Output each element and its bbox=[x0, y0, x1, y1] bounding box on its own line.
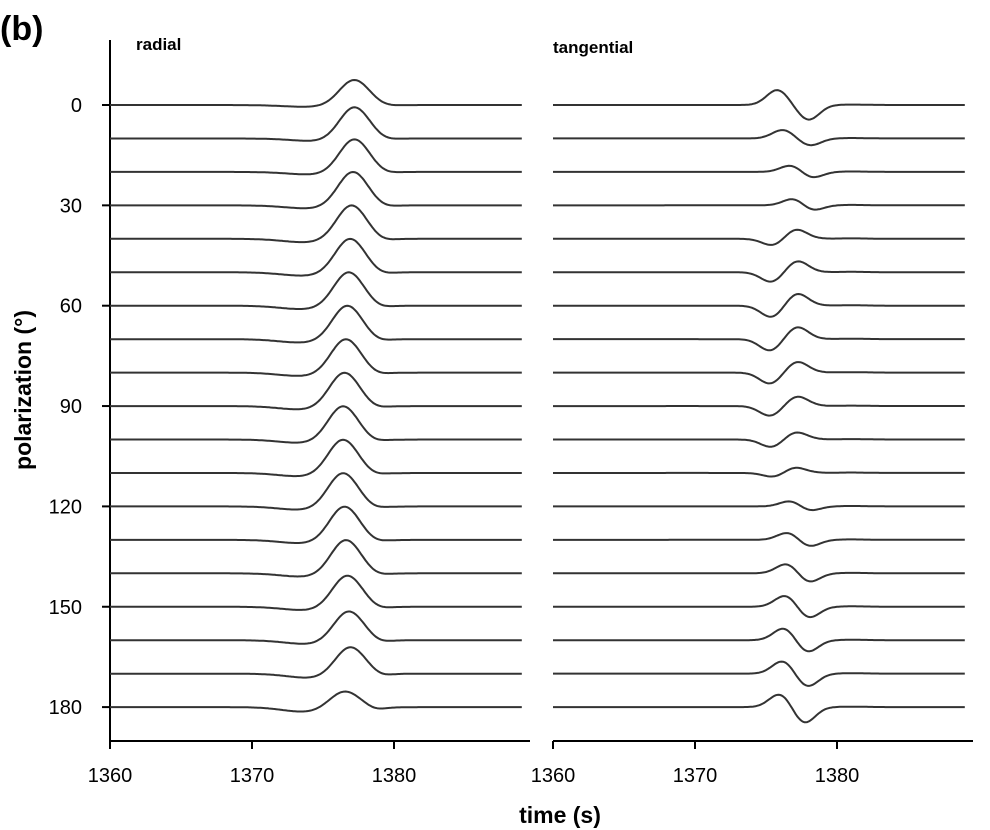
y-tick-label: 90 bbox=[60, 396, 82, 418]
trace-line bbox=[110, 405, 522, 444]
x-axis-title: time (s) bbox=[519, 802, 601, 828]
trace-line bbox=[110, 646, 522, 679]
trace-line bbox=[553, 532, 965, 547]
panel-title-tangential: tangential bbox=[553, 38, 633, 57]
trace-line bbox=[553, 89, 965, 121]
y-axis: 0 30 60 90 120 150 180 polarization (°) bbox=[10, 40, 111, 742]
trace-line bbox=[553, 660, 965, 687]
trace-line bbox=[553, 260, 965, 283]
trace-line bbox=[553, 129, 965, 147]
trace-line bbox=[110, 574, 522, 611]
radial-traces bbox=[110, 79, 522, 713]
trace-line bbox=[110, 539, 522, 578]
trace-line bbox=[553, 293, 965, 318]
trace-line bbox=[553, 466, 965, 478]
x-ticks-tangential: 1360 1370 1380 bbox=[531, 741, 860, 787]
trace-line bbox=[110, 505, 522, 544]
trace-line bbox=[553, 563, 965, 583]
trace-line bbox=[553, 627, 965, 653]
trace-line bbox=[110, 204, 522, 244]
trace-line bbox=[553, 198, 965, 211]
x-tick-label: 1370 bbox=[230, 765, 275, 787]
trace-line bbox=[553, 395, 965, 417]
panel-radial: radial 1360 1370 1380 bbox=[88, 35, 530, 787]
trace-line bbox=[110, 371, 522, 411]
y-tick-label: 150 bbox=[49, 597, 82, 619]
panel-title-radial: radial bbox=[136, 35, 181, 54]
x-tick-label: 1380 bbox=[815, 765, 860, 787]
y-tick-label: 30 bbox=[60, 195, 82, 217]
x-tick-label: 1370 bbox=[673, 765, 718, 787]
trace-line bbox=[553, 228, 965, 246]
trace-line bbox=[110, 438, 522, 478]
trace-line bbox=[110, 171, 522, 210]
trace-line bbox=[110, 690, 522, 713]
trace-line bbox=[553, 326, 965, 352]
trace-line bbox=[553, 164, 965, 179]
trace-line bbox=[110, 304, 522, 344]
trace-line bbox=[110, 79, 522, 108]
x-tick-label: 1360 bbox=[88, 765, 133, 787]
tangential-traces bbox=[553, 89, 965, 724]
trace-line bbox=[110, 271, 522, 310]
trace-line bbox=[553, 500, 965, 512]
y-tick-label: 60 bbox=[60, 296, 82, 318]
trace-line bbox=[110, 237, 522, 277]
trace-line bbox=[110, 472, 522, 511]
trace-line bbox=[553, 431, 965, 448]
panel-tangential: tangential 1360 1370 1380 bbox=[531, 38, 973, 787]
x-tick-label: 1380 bbox=[372, 765, 417, 787]
trace-line bbox=[110, 338, 522, 377]
trace-line bbox=[553, 361, 965, 385]
x-ticks-radial: 1360 1370 1380 bbox=[88, 741, 417, 787]
figure-label: (b) bbox=[0, 10, 43, 48]
trace-line bbox=[110, 138, 522, 176]
x-tick-label: 1360 bbox=[531, 765, 576, 787]
trace-line bbox=[110, 106, 522, 142]
trace-line bbox=[553, 693, 965, 724]
y-tick-label: 0 bbox=[71, 95, 82, 117]
y-tick-label: 180 bbox=[49, 697, 82, 719]
y-axis-title: polarization (°) bbox=[10, 310, 36, 470]
trace-line bbox=[553, 595, 965, 619]
trace-line bbox=[110, 610, 522, 645]
y-ticks: 0 30 60 90 120 150 180 bbox=[49, 95, 110, 719]
y-tick-label: 120 bbox=[49, 496, 82, 518]
